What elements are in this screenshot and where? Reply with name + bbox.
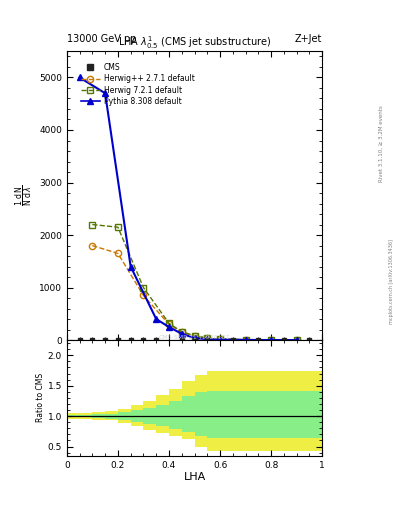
Pythia 8.308 default [205, 336, 210, 342]
Herwig 7.2.1 default [192, 333, 197, 339]
Text: mcplots.cern.ch [arXiv:1306.3436]: mcplots.cern.ch [arXiv:1306.3436] [389, 239, 393, 324]
Pythia 8.308 default [269, 337, 274, 343]
Herwig++ 2.7.1 default [218, 336, 222, 342]
Y-axis label: Ratio to CMS: Ratio to CMS [36, 373, 45, 422]
Title: LHA $\lambda^{1}_{0.5}$ (CMS jet substructure): LHA $\lambda^{1}_{0.5}$ (CMS jet substru… [118, 34, 271, 51]
Herwig 7.2.1 default [167, 320, 171, 326]
CMS [154, 337, 158, 343]
X-axis label: LHA: LHA [184, 472, 206, 482]
Herwig 7.2.1 default [243, 336, 248, 343]
Herwig 7.2.1 default [90, 222, 95, 228]
Pythia 8.308 default [129, 264, 133, 270]
CMS [205, 337, 210, 343]
Herwig 7.2.1 default [205, 335, 210, 341]
Pythia 8.308 default [179, 331, 184, 337]
CMS [307, 337, 312, 343]
Herwig 7.2.1 default [294, 337, 299, 343]
Pythia 8.308 default [218, 336, 222, 343]
Pythia 8.308 default [294, 337, 299, 343]
Pythia 8.308 default [77, 74, 82, 80]
Herwig 7.2.1 default [116, 224, 120, 230]
Text: Rivet 3.1.10, ≥ 3.2M events: Rivet 3.1.10, ≥ 3.2M events [379, 105, 384, 182]
CMS [230, 337, 235, 343]
Legend: CMS, Herwig++ 2.7.1 default, Herwig 7.2.1 default, Pythia 8.308 default: CMS, Herwig++ 2.7.1 default, Herwig 7.2.… [78, 61, 196, 108]
Line: Herwig++ 2.7.1 default: Herwig++ 2.7.1 default [89, 243, 300, 343]
Herwig++ 2.7.1 default [269, 337, 274, 343]
CMS [192, 337, 197, 343]
Pythia 8.308 default [167, 324, 171, 330]
CMS [141, 337, 146, 343]
Pythia 8.308 default [243, 337, 248, 343]
CMS [256, 337, 261, 343]
Herwig 7.2.1 default [269, 337, 274, 343]
CMS [179, 337, 184, 343]
CMS [90, 337, 95, 343]
Line: Herwig 7.2.1 default: Herwig 7.2.1 default [89, 221, 300, 343]
Text: 13000 GeV pp: 13000 GeV pp [67, 33, 136, 44]
CMS [116, 337, 120, 343]
Herwig++ 2.7.1 default [141, 292, 146, 298]
CMS [77, 337, 82, 343]
Herwig++ 2.7.1 default [179, 329, 184, 335]
CMS [281, 337, 286, 343]
CMS [129, 337, 133, 343]
Pythia 8.308 default [192, 335, 197, 341]
Herwig++ 2.7.1 default [243, 336, 248, 343]
Herwig 7.2.1 default [141, 285, 146, 291]
Text: Z+Jet: Z+Jet [295, 33, 322, 44]
Pythia 8.308 default [154, 316, 158, 322]
Herwig++ 2.7.1 default [90, 243, 95, 249]
Herwig++ 2.7.1 default [116, 250, 120, 257]
Herwig++ 2.7.1 default [205, 335, 210, 342]
CMS [103, 337, 108, 343]
Herwig++ 2.7.1 default [167, 322, 171, 328]
Herwig 7.2.1 default [218, 336, 222, 342]
Herwig++ 2.7.1 default [192, 333, 197, 339]
Line: Pythia 8.308 default: Pythia 8.308 default [76, 74, 300, 344]
Text: CMS-SMP-21_I1920187: CMS-SMP-21_I1920187 [159, 334, 230, 340]
Pythia 8.308 default [103, 90, 108, 96]
Herwig 7.2.1 default [179, 329, 184, 335]
Line: CMS: CMS [77, 337, 312, 343]
Y-axis label: $\frac{1}{\mathrm{N}}\frac{\mathrm{d}\,\mathrm{N}}{\mathrm{d}\,\lambda}$: $\frac{1}{\mathrm{N}}\frac{\mathrm{d}\,\… [13, 185, 35, 206]
Herwig++ 2.7.1 default [294, 337, 299, 343]
